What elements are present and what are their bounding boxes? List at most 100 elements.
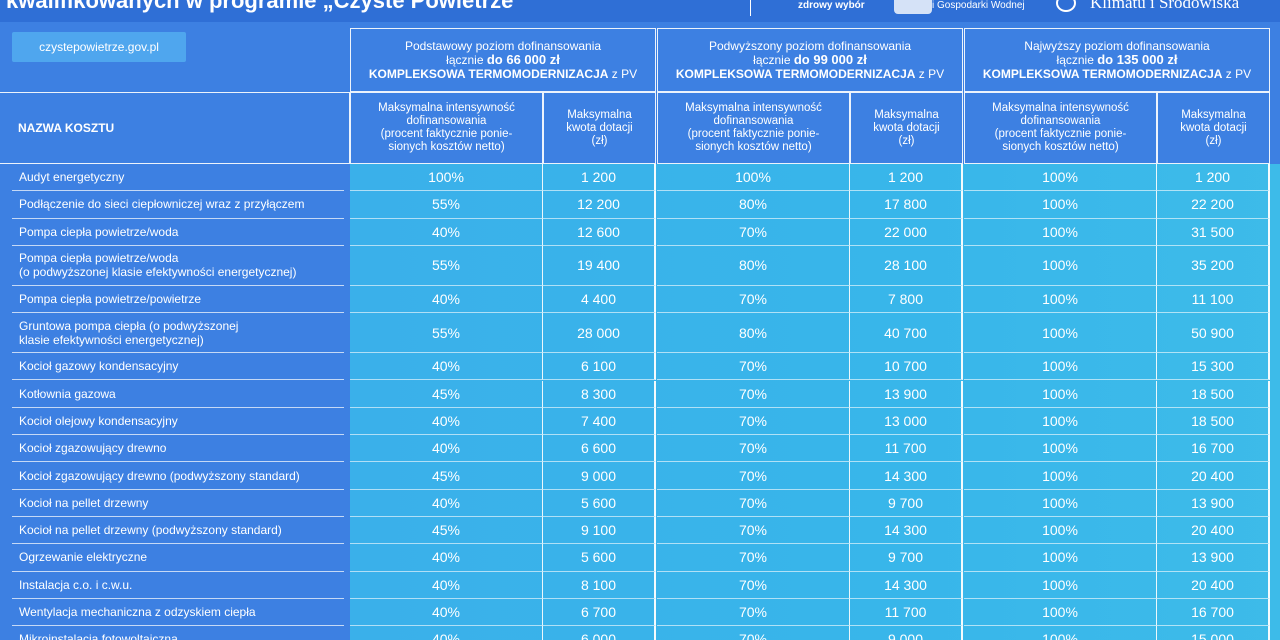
logo-text: i Gospodarki Wodnej [932, 0, 1025, 11]
value-cell: 70% [657, 435, 850, 463]
value-cell: 20 400 [1157, 517, 1270, 545]
value-cell: 80% [657, 313, 850, 354]
value-cell: 100% [964, 380, 1157, 408]
value-cell: 100% [964, 544, 1157, 572]
value-cell: 45% [350, 517, 543, 545]
value-cell: 4 400 [543, 285, 656, 314]
value-cell: 6 700 [543, 598, 656, 627]
group-header: Podwyższony poziom dofinansowania łącznie… [657, 28, 963, 92]
value-cell: 18 500 [1157, 407, 1270, 436]
value-cell: 100% [350, 164, 543, 192]
row-name: Kocioł gazowy kondensacyjny [12, 353, 344, 381]
value-cell: 80% [657, 191, 850, 219]
row-name: Mikroinstalacja fotowoltaiczna [12, 626, 344, 640]
value-cell: 70% [657, 544, 850, 572]
row-name: Podłączenie do sieci ciepłowniczej wraz … [12, 191, 344, 219]
value-cell: 5 600 [543, 489, 656, 517]
value-cell: 14 300 [850, 462, 963, 490]
value-cell: 9 000 [850, 626, 963, 640]
value-cell: 7 800 [850, 285, 963, 314]
group-header: Najwyższy poziom dofinansowania łącznie d… [964, 28, 1270, 92]
value-cell: 16 700 [1157, 435, 1270, 463]
scope: KOMPLEKSOWA TERMOMODERNIZACJA [982, 67, 1223, 81]
data-area [350, 164, 1280, 640]
scope: KOMPLEKSOWA TERMOMODERNIZACJA [368, 67, 609, 81]
row-name: Kotłownia gazowa [12, 381, 344, 408]
value-cell: 9 700 [850, 489, 963, 517]
value-cell: 50 900 [1157, 313, 1270, 354]
value-cell: 100% [964, 626, 1157, 640]
value-cell: 6 600 [543, 435, 656, 463]
row-name: Gruntowa pompa ciepła (o podwyższonej kl… [12, 313, 344, 354]
value-cell: 40% [350, 407, 543, 436]
row-name: Pompa ciepła powietrze/woda [12, 219, 344, 246]
value-cell: 22 000 [850, 218, 963, 246]
value-cell: 11 100 [1157, 285, 1270, 314]
title: kwalifikowanych w programie „Czyste Powi… [6, 0, 525, 13]
row-name: Kocioł na pellet drzewny [12, 490, 344, 517]
value-cell: 100% [964, 407, 1157, 436]
value-cell: 70% [657, 489, 850, 517]
value-cell: 18 500 [1157, 380, 1270, 408]
value-cell: 100% [964, 462, 1157, 490]
prefix: łącznie [1056, 53, 1094, 67]
logo-text: Klimatu i Środowiska [1090, 0, 1240, 12]
row-name: Audyt energetyczny [12, 164, 344, 192]
value-cell: 31 500 [1157, 218, 1270, 246]
row-name: Pompa ciepła powietrze/woda (o podwyższo… [12, 246, 344, 286]
value-cell: 7 400 [543, 407, 656, 436]
value-cell: 40 700 [850, 313, 963, 354]
level: Podwyższony poziom dofinansowania [708, 39, 912, 53]
value-cell: 14 300 [850, 517, 963, 545]
row-name: Ogrzewanie elektryczne [12, 544, 344, 572]
value-cell: 55% [350, 191, 543, 219]
row-name: Instalacja c.o. i c.w.u. [12, 572, 344, 599]
value-cell: 13 000 [850, 407, 963, 436]
value-cell: 70% [657, 517, 850, 545]
value-cell: 12 200 [543, 191, 656, 219]
group-header-text: Najwyższy poziom dofinansowania łącznie d… [983, 39, 1251, 81]
value-cell: 40% [350, 353, 543, 381]
value-cell: 8 300 [543, 380, 656, 408]
group-header-text: Podwyższony poziom dofinansowania łącznie… [676, 39, 944, 81]
value-cell: 6 000 [543, 626, 656, 640]
value-cell: 15 300 [1157, 353, 1270, 381]
value-cell: 16 700 [1157, 598, 1270, 627]
prefix: łącznie [446, 53, 484, 67]
site-badge: czystepowietrze.gov.pl [12, 32, 186, 62]
subheader: Maksymalna kwota dotacji (zł) [850, 92, 963, 164]
value-cell: 20 400 [1157, 462, 1270, 490]
value-cell: 70% [657, 462, 850, 490]
value-cell: 70% [657, 380, 850, 408]
value-cell: 13 900 [1157, 544, 1270, 572]
value-cell: 55% [350, 245, 543, 286]
value-cell: 13 900 [850, 380, 963, 408]
value-cell: 1 200 [543, 164, 656, 192]
value-cell: 12 600 [543, 218, 656, 246]
value-cell: 40% [350, 285, 543, 314]
name-header: NAZWA KOSZTU [0, 92, 350, 164]
top-band [0, 0, 1280, 22]
value-cell: 20 400 [1157, 571, 1270, 599]
value-cell: 14 300 [850, 571, 963, 599]
value-cell: 40% [350, 489, 543, 517]
row-name: Pompa ciepła powietrze/powietrze [12, 286, 344, 314]
value-cell: 40% [350, 571, 543, 599]
value-cell: 100% [964, 285, 1157, 314]
subheader: Maksymalna intensywność dofinansowania (… [964, 92, 1157, 164]
value-cell: 70% [657, 626, 850, 640]
amount: do 99 000 zł [793, 52, 867, 67]
value-cell: 5 600 [543, 544, 656, 572]
value-cell: 80% [657, 245, 850, 286]
divider [750, 0, 751, 16]
row-name: Kocioł zgazowujący drewno (podwyższony s… [12, 462, 344, 490]
value-cell: 40% [350, 435, 543, 463]
suffix: z PV [611, 67, 638, 81]
value-cell: 45% [350, 380, 543, 408]
level: Najwyższy poziom dofinansowania [1024, 39, 1210, 53]
logo-text: zdrowy wybór [798, 0, 865, 11]
value-cell: 55% [350, 313, 543, 354]
value-cell: 1 200 [850, 164, 963, 192]
value-cell: 70% [657, 285, 850, 314]
